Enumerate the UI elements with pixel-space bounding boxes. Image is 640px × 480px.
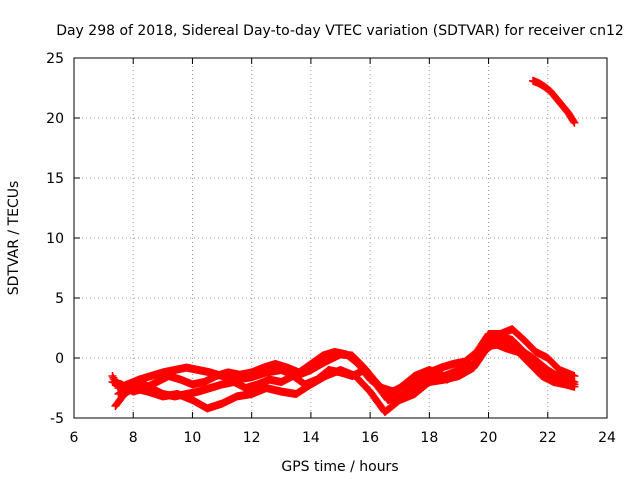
- y-tick-label: 10: [46, 231, 64, 247]
- y-tick-label: -5: [50, 411, 64, 427]
- data-point: [570, 382, 579, 391]
- x-tick-label: 20: [480, 430, 498, 446]
- grid: [74, 58, 607, 418]
- series-track-5: [528, 76, 579, 127]
- y-axis-label: SDTVAR / TECUs: [6, 181, 22, 296]
- data-point: [569, 117, 578, 126]
- y-tick-label: 25: [46, 51, 64, 67]
- x-tick-label: 12: [243, 430, 261, 446]
- x-tick-label: 10: [184, 430, 202, 446]
- data-series: [108, 76, 579, 416]
- axis-ticks: 6 8 10 12 14 16 18 20 22 24 -5 0 5 10 15 20 25: [46, 51, 616, 446]
- data-point: [570, 372, 579, 380]
- series-track-4: [114, 339, 579, 404]
- x-tick-label: 18: [420, 430, 438, 446]
- data-point: [570, 118, 579, 127]
- x-axis-label: GPS time / hours: [281, 459, 398, 475]
- y-tick-label: 15: [46, 171, 64, 187]
- x-tick-label: 6: [70, 430, 79, 446]
- x-tick-label: 24: [598, 430, 616, 446]
- y-tick-label: 0: [55, 351, 64, 367]
- chart-title: Day 298 of 2018, Sidereal Day-to-day VTE…: [56, 23, 624, 39]
- x-tick-label: 8: [129, 430, 138, 446]
- x-tick-label: 22: [539, 430, 557, 446]
- x-tick-label: 14: [302, 430, 320, 446]
- y-tick-label: 5: [55, 291, 64, 307]
- plot-frame: [73, 57, 608, 419]
- y-tick-label: 20: [46, 111, 64, 127]
- x-tick-label: 16: [361, 430, 379, 446]
